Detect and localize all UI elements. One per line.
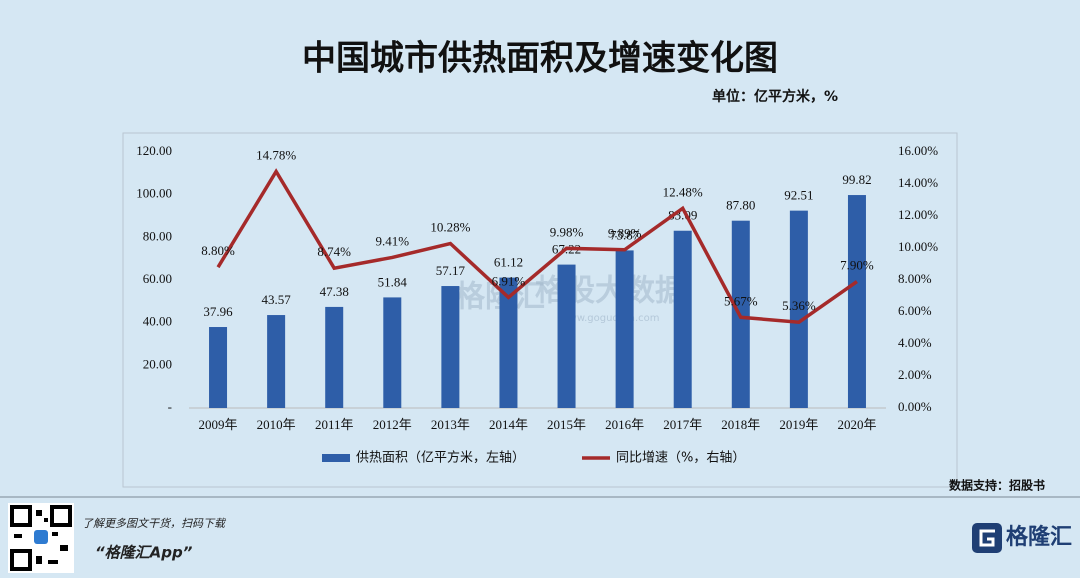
line-label: 5.67% [724,293,758,308]
x-tick-label: 2014年 [489,417,528,432]
line-label: 8.80% [201,243,235,258]
line-label: 6.91% [492,273,526,288]
y2-tick-label: 6.00% [898,303,932,318]
bar-label: 61.12 [494,255,523,270]
x-tick-label: 2016年 [605,417,644,432]
line-label: 8.74% [317,244,351,259]
plot-frame [122,132,958,488]
qr-code [8,503,74,573]
x-tick-label: 2020年 [837,417,876,432]
bar [441,286,460,408]
y-tick-label: 60.00 [143,271,172,286]
footer-app: “格隆汇App” [95,544,193,562]
y2-tick-label: 4.00% [898,335,932,350]
x-tick-label: 2015年 [547,417,586,432]
x-tick-label: 2013年 [431,417,470,432]
x-tick-label: 2010年 [257,417,296,432]
line-label: 9.41% [375,233,409,248]
bar-label: 87.80 [726,198,755,213]
source: 数据支持：招股书 [949,478,1045,493]
x-tick-label: 2012年 [373,417,412,432]
y-tick-label: 20.00 [143,356,172,371]
bar-label: 92.51 [784,188,813,203]
bar-label: 73.87 [610,227,640,242]
y-tick-label: 120.00 [136,143,172,158]
logo-text: 格隆汇 [1006,524,1072,550]
bar [325,306,344,408]
bar-label: 37.96 [203,304,233,319]
y-tick-label: 80.00 [143,228,172,243]
bar [615,250,634,408]
bar [383,297,402,408]
y2-tick-label: 14.00% [898,175,938,190]
y-tick-label: - [168,399,172,414]
y2-tick-label: 2.00% [898,367,932,382]
legend-swatch [322,454,350,462]
bar-label: 43.57 [262,292,292,307]
line-label: 7.90% [840,258,874,273]
y-tick-label: 100.00 [136,186,172,201]
y2-tick-label: 0.00% [898,399,932,414]
bar-label: 99.82 [842,172,871,187]
line-label: 9.98% [550,224,584,239]
bar [209,327,228,408]
y2-tick-label: 16.00% [898,143,938,158]
line [216,168,858,325]
line-label: 10.28% [430,220,470,235]
x-tick-label: 2011年 [315,417,354,432]
bar [847,195,866,408]
legend-label: 供热面积（亿平方米，左轴） [356,450,525,466]
chart-title: 中国城市供热面积及增速变化图 [302,39,778,79]
line-label: 5.36% [782,298,816,313]
bar-label: 47.38 [320,284,349,299]
watermark: 格股大数据 [535,274,685,309]
watermark: www.gogudata.com [560,313,659,324]
bar [673,230,692,408]
bar [557,264,576,408]
logo-icon [972,523,1002,553]
bar [789,210,808,408]
x-tick-label: 2009年 [199,417,238,432]
unit-label: 单位：亿平方米，% [712,88,838,105]
bar [499,277,518,408]
x-tick-label: 2017年 [663,417,702,432]
x-tick-label: 2018年 [721,417,760,432]
bar-label: 51.84 [378,274,408,289]
y-tick-label: 40.00 [143,314,172,329]
x-tick-label: 2019年 [779,417,818,432]
bar-label: 57.17 [436,263,466,278]
y2-tick-label: 10.00% [898,239,938,254]
footer-prompt: 了解更多图文干货，扫码下载 [82,517,227,530]
bar [267,315,286,408]
legend-label: 同比增速（%，右轴） [616,451,745,466]
line-label: 12.48% [663,184,703,199]
line-label: 9.89% [608,226,642,241]
y2-tick-label: 12.00% [898,207,938,222]
y2-tick-label: 8.00% [898,271,932,286]
line-label: 14.78% [256,148,296,163]
